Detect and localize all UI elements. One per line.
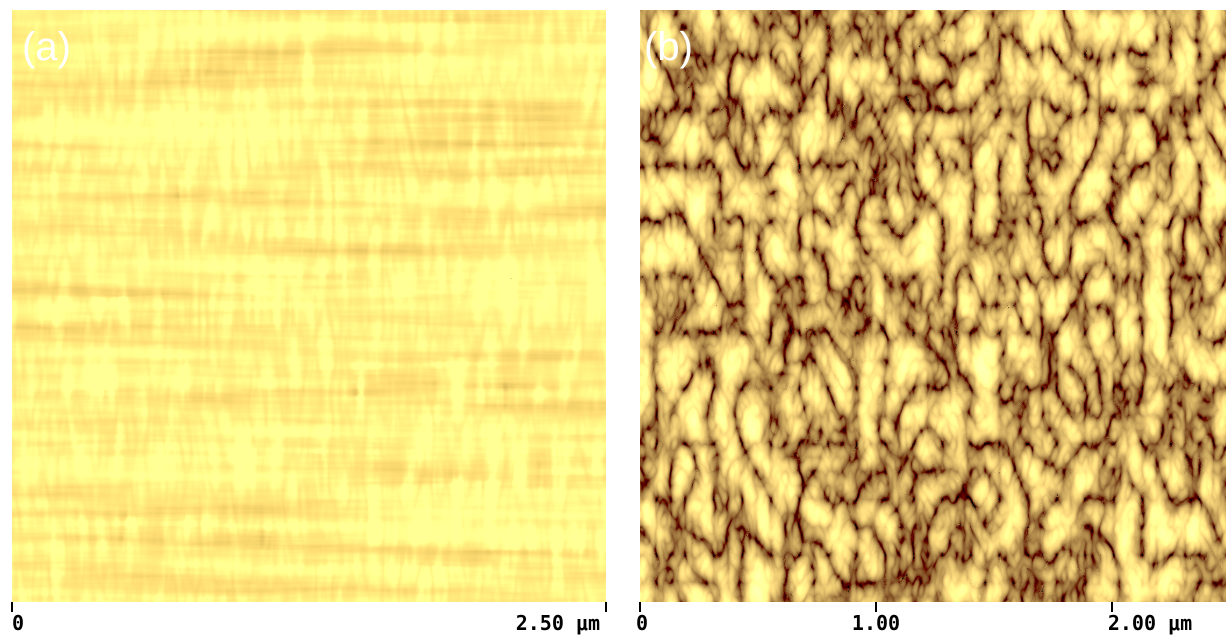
panel-label: (a) xyxy=(22,25,71,69)
afm-texture xyxy=(12,10,606,602)
tick-label: 0 xyxy=(12,611,24,635)
panel-b: (b) 0 1.00 2.00 μm xyxy=(636,10,1226,635)
tick-label: 1.00 xyxy=(852,611,900,635)
figure: (a) 0 2.50 μm (b) 0 1.00 2.00 μm xyxy=(0,0,1226,638)
tick-label: 2.00 μm xyxy=(1108,611,1192,635)
afm-texture xyxy=(640,10,1226,602)
tick-label: 0 xyxy=(636,611,648,635)
panel-label: (b) xyxy=(644,25,693,69)
tick-label: 2.50 μm xyxy=(516,611,600,635)
panel-a: (a) 0 2.50 μm xyxy=(12,10,606,635)
